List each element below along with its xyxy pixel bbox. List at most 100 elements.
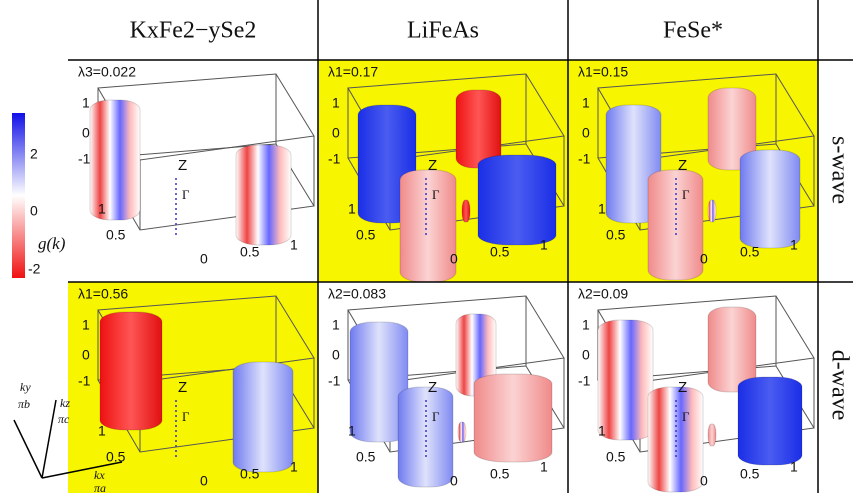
z-tick-label: 0 [582,347,590,363]
y-tick-label: 1 [598,201,606,217]
y-tick-label: 0.5 [356,227,376,243]
point-label: Γ [182,409,190,424]
z-tick-label: -1 [328,373,341,389]
point-label: Z [178,379,187,396]
colorbar [12,113,25,278]
row-label: d-wave [826,350,852,421]
y-tick-label: 1 [348,201,356,217]
z-tick-label: 1 [332,317,340,333]
x-tick-label: 1 [540,459,548,475]
z-tick-label: -1 [78,151,91,167]
x-tick-label: 1 [290,237,298,253]
fermi-sheet [478,155,556,245]
x-tick-label: 1 [540,237,548,253]
y-tick-label: 1 [598,423,606,439]
z-tick-label: 1 [582,317,590,333]
fermi-sheet [458,422,466,442]
point-label: Z [678,379,687,396]
row-label: s-wave [826,136,852,204]
column-header: KxFe2−ySe2 [130,18,257,44]
z-tick-label: -1 [578,151,591,167]
x-tick-label: 1 [290,459,298,475]
fermi-sheet [648,387,703,492]
fermi-sheet [740,150,800,248]
x-tick-label: 0 [200,251,208,267]
colorbar-label: g(k) [38,234,66,253]
z-tick-label: 0 [582,125,590,141]
x-tick-label: 1 [790,237,798,253]
fermi-sheet [236,145,291,245]
x-tick-label: 0.5 [740,466,760,482]
z-tick-label: -1 [578,373,591,389]
point-label: Γ [682,409,690,424]
y-tick-label: 0.5 [606,227,626,243]
point-label: Γ [182,187,190,202]
x-tick-label: 0.5 [240,466,260,482]
y-tick-label: 0.5 [356,449,376,465]
panel-label: λ3=0.022 [78,64,136,80]
y-tick-label: 1 [98,423,106,439]
x-tick-label: 0 [700,251,708,267]
z-tick-label: 0 [332,125,340,141]
fermi-sheet [708,200,716,222]
point-label: Z [678,157,687,174]
y-tick-label: 0.5 [106,449,126,465]
fermi-sheet [598,320,653,440]
y-tick-label: 0.5 [606,449,626,465]
x-tick-label: 0.5 [740,244,760,260]
x-tick-label: 0 [200,473,208,489]
z-tick-label: 1 [82,317,90,333]
fermi-sheet [462,200,470,222]
axis-key-den: πb [18,397,30,411]
z-tick-label: 1 [82,95,90,111]
z-tick-label: -1 [328,151,341,167]
point-label: Z [428,379,437,396]
x-tick-label: 0 [450,473,458,489]
point-label: Z [178,157,187,174]
z-tick-label: -1 [78,373,91,389]
fermi-sheet [100,312,162,430]
y-tick-label: 1 [348,423,356,439]
point-label: Γ [432,409,440,424]
z-tick-label: 1 [332,95,340,111]
z-tick-label: 0 [82,347,90,363]
fermi-sheet [738,377,802,465]
panel-label: λ1=0.56 [78,286,128,302]
x-tick-label: 0 [450,251,458,267]
x-tick-label: 0.5 [490,466,510,482]
column-header: FeSe* [663,18,723,44]
x-tick-label: 0.5 [240,244,260,260]
figure: λ3=0.02210-110.500.51ZΓλ1=0.1710-110.500… [0,0,853,493]
column-header: LiFeAs [407,18,479,44]
panel-label: λ2=0.083 [328,286,386,302]
axis-key-den: πc [58,412,70,426]
panel-label: λ1=0.17 [328,64,378,80]
fermi-sheet [233,362,293,472]
colorbar-tick: 2 [30,146,38,162]
z-tick-label: 0 [82,125,90,141]
y-tick-label: 0.5 [106,227,126,243]
x-tick-label: 1 [790,459,798,475]
x-tick-label: 0 [700,473,708,489]
axis-key-den: πa [94,481,106,493]
z-tick-label: 0 [332,347,340,363]
y-tick-label: 1 [98,201,106,217]
panel-label: λ2=0.09 [578,286,628,302]
panel-label: λ1=0.15 [578,64,628,80]
axis-key-num: kx [94,468,105,482]
point-label: Γ [682,187,690,202]
colorbar-tick: -2 [28,261,41,277]
axis-key-num: kz [60,396,70,410]
axis-key-num: ky [20,380,31,394]
fermi-sheet [708,424,716,446]
point-label: Γ [432,187,440,202]
fermi-sheet [400,170,456,282]
z-tick-label: 1 [582,95,590,111]
x-tick-label: 0.5 [490,244,510,260]
panel: λ2=0.0910-110.500.51ZΓ [578,286,814,492]
fermi-sheet [474,374,552,462]
colorbar-tick: 0 [30,203,38,219]
point-label: Z [428,157,437,174]
